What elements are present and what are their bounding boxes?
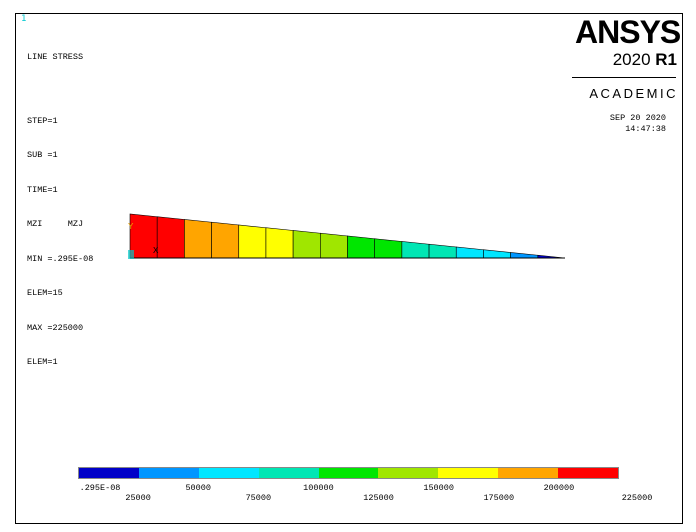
window-number: 1	[21, 14, 27, 24]
triad-y-label: Y	[128, 222, 134, 232]
edition-label: ACADEMIC	[589, 86, 678, 101]
version-label: 2020 R1	[575, 50, 677, 70]
beam-element	[156, 216, 185, 259]
version-release: R1	[655, 50, 677, 69]
timestamp: SEP 20 2020 14:47:38	[570, 113, 666, 135]
legend-swatch	[138, 468, 199, 478]
date-label: SEP 20 2020	[609, 113, 666, 123]
legend-swatch	[438, 468, 499, 478]
step-label: STEP=1	[27, 115, 58, 126]
beam-contour	[129, 213, 566, 259]
beam-element	[238, 224, 267, 259]
legend-swatch	[79, 468, 139, 478]
contour-legend	[78, 467, 619, 479]
ansys-logo: ANSYS	[575, 14, 681, 50]
beam-element	[401, 241, 430, 259]
logo-divider	[572, 77, 676, 78]
min-label: MIN =.295E-08	[27, 253, 94, 264]
min-elem-label: ELEM=15	[27, 288, 63, 298]
sub-label: SUB =1	[27, 150, 58, 160]
beam-element	[455, 246, 484, 259]
legend-swatch	[378, 468, 439, 478]
time-of-day-label: 14:47:38	[625, 124, 666, 134]
beam-element	[320, 232, 348, 259]
max-label: MAX =225000	[27, 322, 84, 333]
graphics-window	[15, 13, 683, 524]
beam-element	[510, 252, 539, 259]
plot-info: LINE STRESS STEP=1 SUB =1 TIME=1 MZI MZJ…	[27, 29, 93, 380]
beam-element	[292, 230, 321, 259]
beam-element	[483, 249, 511, 259]
node-marker: X	[153, 246, 159, 256]
legend-swatch	[198, 468, 259, 478]
triad-icon: Y	[128, 222, 134, 259]
legend-swatch	[258, 468, 319, 478]
items-label: MZI MZJ	[27, 219, 84, 229]
legend-swatch	[498, 468, 559, 478]
beam-element	[347, 235, 375, 259]
version-year: 2020	[612, 50, 651, 69]
max-elem-label: ELEM=1	[27, 357, 58, 367]
legend-swatch	[318, 468, 379, 478]
beam-element	[428, 243, 457, 259]
time-label: TIME=1	[27, 184, 58, 195]
plot-title: LINE STRESS	[27, 52, 84, 62]
legend-swatch	[558, 468, 619, 478]
beam-element	[265, 227, 294, 259]
beam-element	[374, 238, 403, 259]
beam-element	[184, 219, 212, 259]
beam-element	[211, 221, 240, 259]
